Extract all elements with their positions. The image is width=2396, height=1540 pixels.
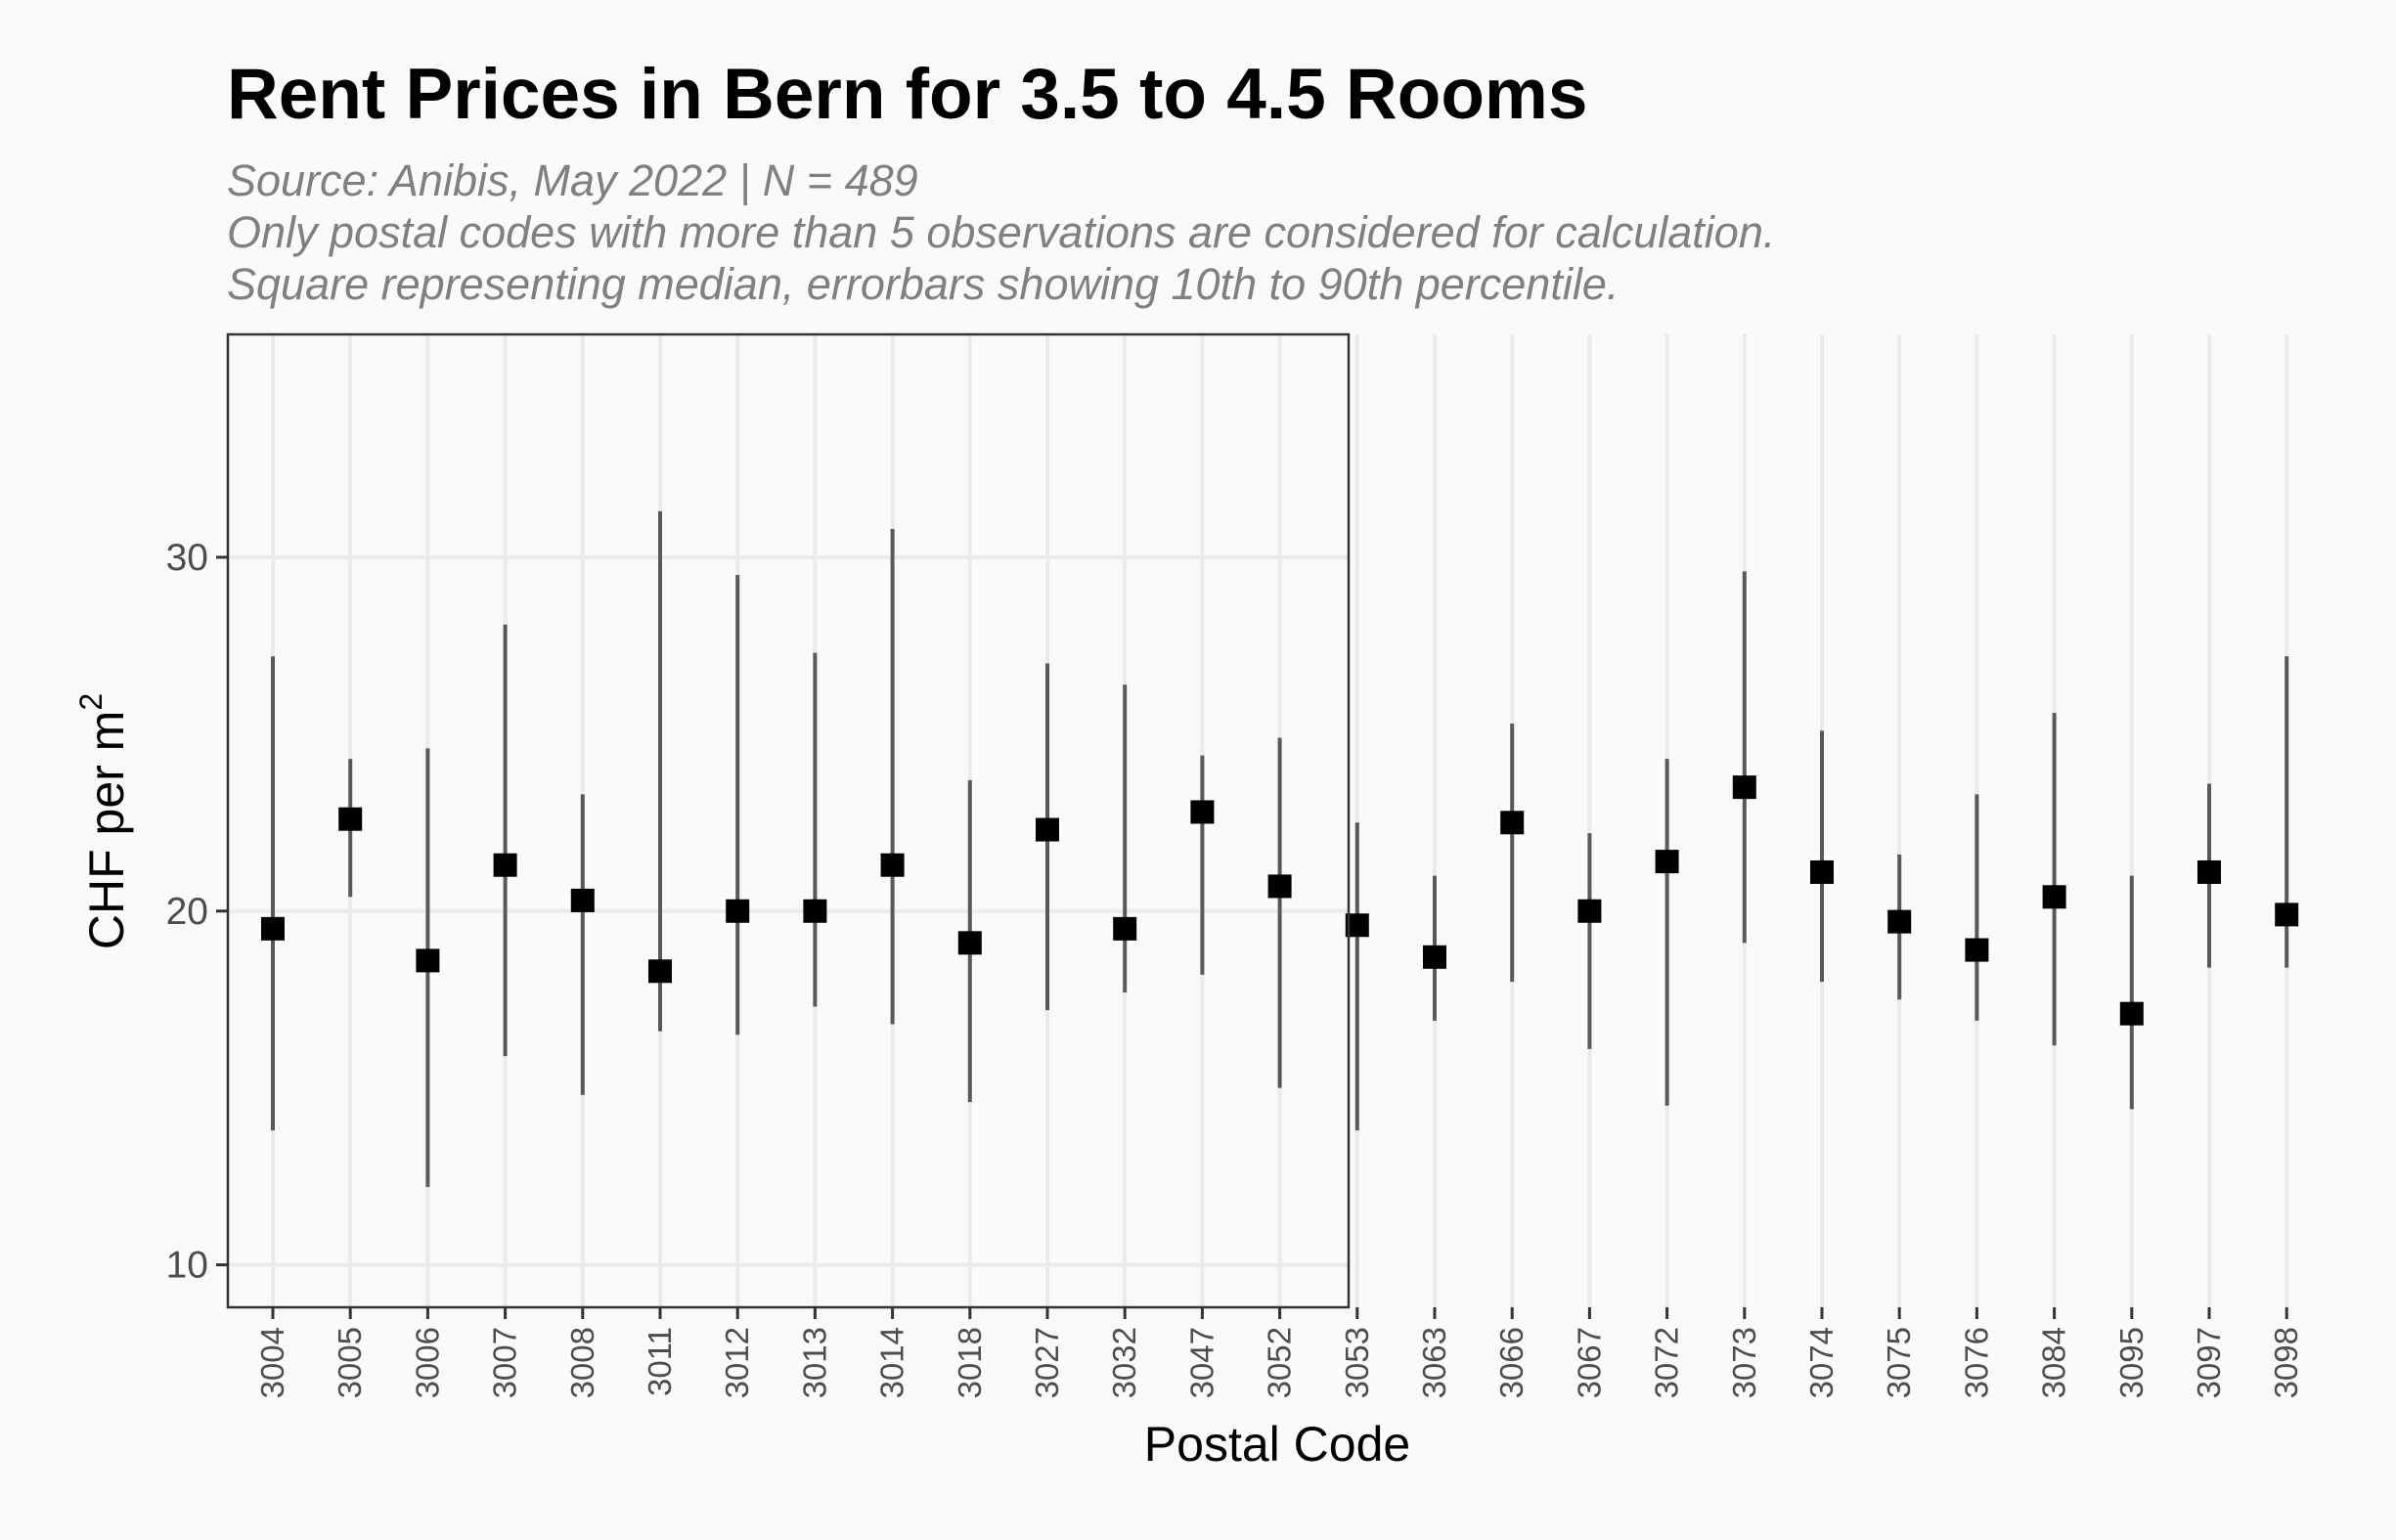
x-tick-label: 3007 xyxy=(487,1327,523,1398)
error-bars xyxy=(271,510,2289,1187)
median-point-3076 xyxy=(1965,938,1989,962)
y-tick-label: 10 xyxy=(166,1245,208,1287)
x-tick-label: 3053 xyxy=(1339,1327,1375,1398)
x-tick-label: 3013 xyxy=(796,1327,832,1398)
y-axis-title: CHF per m2 xyxy=(73,693,134,949)
x-tick-label: 3098 xyxy=(2268,1327,2304,1398)
x-tick-label: 3005 xyxy=(332,1327,368,1398)
median-point-3066 xyxy=(1500,811,1525,835)
median-point-3004 xyxy=(261,916,285,941)
plot-panel xyxy=(228,334,1349,1307)
median-point-3011 xyxy=(648,959,672,984)
x-tick-label: 3076 xyxy=(1958,1327,1994,1398)
median-point-3006 xyxy=(416,948,440,973)
x-tick-label: 3075 xyxy=(1881,1327,1917,1398)
median-point-3074 xyxy=(1810,859,1834,884)
y-axis-title-superscript: 2 xyxy=(73,693,109,711)
y-axis-title-group: CHF per m2 xyxy=(73,693,134,949)
x-tick-label: 3063 xyxy=(1416,1327,1452,1398)
y-tick-label: 30 xyxy=(166,537,208,579)
chart-subtitle-line-1: Source: Anibis, May 2022 | N = 489 xyxy=(227,155,918,205)
median-point-3075 xyxy=(1887,909,1912,934)
x-tick-label: 3072 xyxy=(1649,1327,1685,1398)
x-axis-ticks: 3004 3005 3006 3007 3008 3011 3012 3013 3014 3018… xyxy=(254,1307,2304,1398)
median-point-3097 xyxy=(2197,859,2221,884)
median-point-3052 xyxy=(1267,874,1292,899)
median-point-3032 xyxy=(1113,916,1137,941)
x-tick-label: 3027 xyxy=(1029,1327,1065,1398)
x-tick-label: 3018 xyxy=(952,1327,988,1398)
median-point-3007 xyxy=(493,853,517,877)
x-tick-label: 3006 xyxy=(409,1327,445,1398)
median-point-3014 xyxy=(880,853,905,877)
x-tick-label: 3014 xyxy=(874,1327,910,1398)
x-tick-label: 3032 xyxy=(1106,1327,1142,1398)
median-point-3095 xyxy=(2119,1001,2144,1026)
chart-subtitle-line-3: Square representing median, errorbars sh… xyxy=(227,259,1619,309)
median-point-3008 xyxy=(570,888,595,912)
median-point-3047 xyxy=(1190,800,1215,824)
median-point-3073 xyxy=(1732,775,1756,800)
x-tick-label: 3011 xyxy=(642,1327,678,1396)
median-point-3084 xyxy=(2042,885,2066,909)
x-tick-label: 3073 xyxy=(1726,1327,1762,1398)
x-tick-label: 3052 xyxy=(1262,1327,1298,1398)
x-tick-label: 3004 xyxy=(254,1327,290,1398)
median-point-3063 xyxy=(1423,945,1446,969)
x-tick-label: 3066 xyxy=(1493,1327,1530,1398)
median-points xyxy=(261,775,2299,1026)
x-tick-label: 3012 xyxy=(719,1327,755,1398)
median-point-3072 xyxy=(1655,850,1679,874)
median-point-3067 xyxy=(1577,899,1602,923)
median-point-3005 xyxy=(338,807,363,831)
chart-title: Rent Prices in Bern for 3.5 to 4.5 Rooms xyxy=(227,55,1587,134)
chart-subtitle-line-2: Only postal codes with more than 5 obser… xyxy=(227,207,1775,257)
x-tick-label: 3084 xyxy=(2036,1327,2072,1398)
y-axis-ticks: 10 20 30 xyxy=(166,537,228,1287)
median-point-3018 xyxy=(957,931,982,955)
median-point-3027 xyxy=(1036,817,1059,842)
plot-panel-border xyxy=(226,332,1351,1309)
x-axis-title: Postal Code xyxy=(1144,1417,1410,1472)
median-point-3013 xyxy=(803,899,827,923)
x-tick-label: 3067 xyxy=(1571,1327,1607,1398)
x-tick-label: 3095 xyxy=(2113,1327,2150,1398)
x-tick-label: 3047 xyxy=(1183,1327,1220,1398)
y-tick-label: 20 xyxy=(166,891,208,933)
x-tick-label: 3074 xyxy=(1803,1327,1840,1398)
x-tick-label: 3097 xyxy=(2191,1327,2227,1398)
median-point-3012 xyxy=(726,899,750,923)
median-point-3098 xyxy=(2275,902,2299,927)
x-tick-label: 3008 xyxy=(564,1327,600,1398)
y-axis-title-text: CHF per m xyxy=(79,711,134,949)
